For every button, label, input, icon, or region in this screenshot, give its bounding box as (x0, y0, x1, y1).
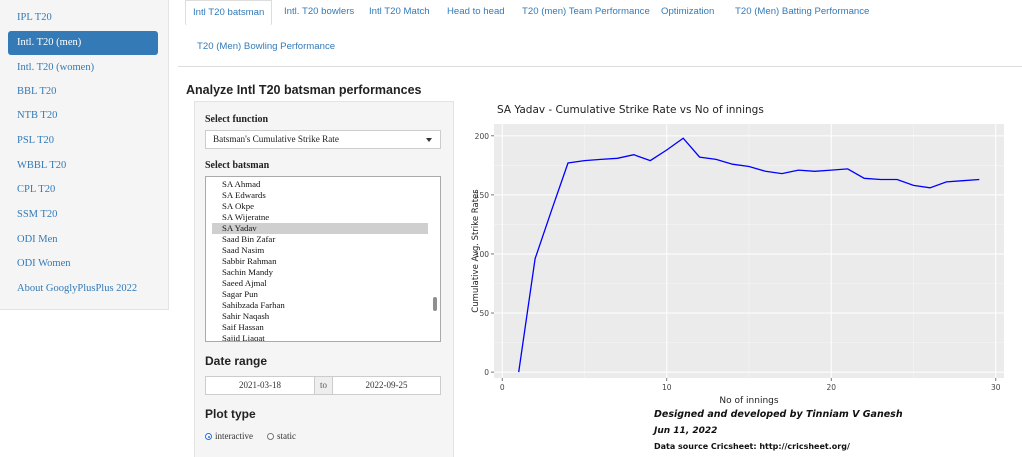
chevron-down-icon (426, 138, 432, 142)
listbox-scrollbar[interactable] (433, 297, 437, 311)
sidebar-item-ipl-t20[interactable]: IPL T20 (17, 12, 52, 23)
batsman-listbox[interactable]: SA Ahmad SA Edwards SA Okpe SA Wijeratne… (205, 176, 441, 342)
sidebar-item-wbbl-t20[interactable]: WBBL T20 (17, 160, 67, 171)
list-item[interactable]: SA Wijeratne (222, 212, 270, 222)
sidebar-item-intl-t20-men[interactable]: Intl. T20 (men) (8, 31, 158, 55)
sidebar-item-psl-t20[interactable]: PSL T20 (17, 135, 55, 146)
y-tick-label: 200 (475, 132, 490, 141)
list-item[interactable]: Sahir Naqash (222, 311, 270, 321)
y-tick-label: 50 (479, 309, 489, 318)
x-tick-label: 30 (991, 383, 1001, 392)
chart-title: SA Yadav - Cumulative Strike Rate vs No … (497, 104, 764, 116)
radio-unchecked-icon (267, 433, 274, 440)
sidebar-item-odi-women[interactable]: ODI Women (17, 258, 71, 269)
tab-bar: Intl T20 batsman Intl. T20 bowlers Intl … (185, 0, 1022, 67)
tab-intl-t20-bowlers[interactable]: Intl. T20 bowlers (284, 6, 355, 17)
sidebar-item-cpl-t20[interactable]: CPL T20 (17, 184, 56, 195)
x-tick-label: 20 (826, 383, 836, 392)
date-separator: to (315, 376, 332, 395)
data-source-text: Data source Cricsheet: http://cricsheet.… (654, 442, 850, 451)
y-tick-label: 100 (475, 250, 490, 259)
list-item[interactable]: Sajid Liaqat (222, 333, 265, 342)
tab-optimization[interactable]: Optimization (661, 6, 715, 17)
sidebar-item-ntb-t20[interactable]: NTB T20 (17, 110, 58, 121)
list-item[interactable]: Saeed Ajmal (222, 278, 267, 288)
function-label: Select function (205, 114, 269, 125)
x-tick-label: 0 (500, 383, 505, 392)
strike-rate-line (518, 137, 980, 373)
batsman-label: Select batsman (205, 160, 270, 171)
sidebar-item-bbl-t20[interactable]: BBL T20 (17, 86, 57, 97)
list-item[interactable]: Sachin Mandy (222, 267, 274, 277)
sidebar-item-about[interactable]: About GooglyPlusPlus 2022 (17, 283, 138, 294)
list-item-selected[interactable]: SA Yadav (212, 223, 428, 234)
list-item[interactable]: Saad Bin Zafar (222, 234, 276, 244)
date-range-label: Date range (205, 354, 268, 368)
date-to-input[interactable]: 2022-09-25 (332, 376, 441, 395)
tab-intl-t20-batsman[interactable]: Intl T20 batsman (185, 0, 273, 26)
tab-bowling-performance[interactable]: T20 (Men) Bowling Performance (197, 41, 336, 52)
plot-type-label: Plot type (205, 407, 256, 421)
sidebar-nav: IPL T20 Intl. T20 (men) Intl. T20 (women… (0, 0, 169, 310)
x-axis-label: No of innings (719, 396, 778, 406)
radio-static[interactable]: static (267, 431, 296, 441)
grid-lines (494, 124, 1004, 378)
radio-checked-icon (205, 433, 212, 440)
x-tick-label: 10 (662, 383, 672, 392)
list-item[interactable]: Saif Hassan (222, 322, 264, 332)
radio-interactive-label: interactive (215, 431, 253, 441)
controls-panel: Select function Batsman's Cumulative Str… (194, 101, 454, 457)
function-select-value: Batsman's Cumulative Strike Rate (213, 134, 339, 144)
credit-text: Designed and developed by Tinniam V Gane… (654, 409, 903, 420)
tab-intl-t20-match[interactable]: Intl T20 Match (369, 6, 430, 17)
list-item[interactable]: SA Edwards (222, 190, 266, 200)
axes: 0 50 100 150 200 0 10 20 30 (475, 132, 1001, 392)
list-item[interactable]: Sahibzada Farhan (222, 300, 285, 310)
y-axis-label: Cumulative Avg. Strike Rates (471, 189, 481, 313)
radio-interactive[interactable]: interactive (205, 431, 253, 441)
tab-team-performance[interactable]: T20 (men) Team Performance (522, 6, 650, 17)
page-heading: Analyze Intl T20 batsman performances (186, 83, 422, 97)
date-text: Jun 11, 2022 (654, 426, 718, 436)
list-item[interactable]: SA Ahmad (222, 179, 261, 189)
tab-head-to-head[interactable]: Head to head (447, 6, 505, 17)
tab-batting-performance[interactable]: T20 (Men) Batting Performance (735, 6, 870, 17)
y-tick-label: 150 (475, 191, 490, 200)
list-item[interactable]: Sagar Pun (222, 289, 258, 299)
date-from-input[interactable]: 2021-03-18 (205, 376, 315, 395)
list-item[interactable]: Sabbir Rahman (222, 256, 277, 266)
sidebar-item-ssm-t20[interactable]: SSM T20 (17, 209, 58, 220)
sidebar-item-odi-men[interactable]: ODI Men (17, 234, 58, 245)
sidebar-item-intl-t20-women[interactable]: Intl. T20 (women) (17, 62, 95, 73)
plot-background (494, 124, 1004, 378)
radio-static-label: static (277, 431, 296, 441)
y-tick-label: 0 (484, 368, 489, 377)
function-select[interactable]: Batsman's Cumulative Strike Rate (205, 130, 441, 149)
list-item[interactable]: SA Okpe (222, 201, 255, 211)
tab-divider (178, 66, 1022, 67)
list-item[interactable]: Saad Nasim (222, 245, 265, 255)
